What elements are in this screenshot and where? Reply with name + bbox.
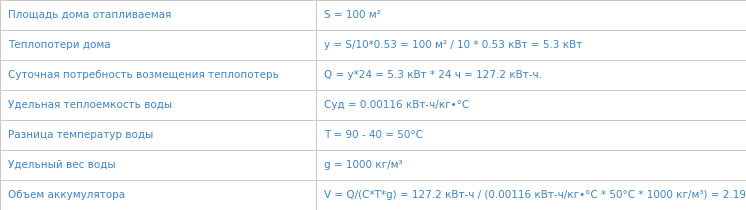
Text: Удельный вес воды: Удельный вес воды [8,160,116,170]
Text: Площадь дома отапливаемая: Площадь дома отапливаемая [8,10,172,20]
Text: T = 90 - 40 = 50°C: T = 90 - 40 = 50°C [324,130,423,140]
Text: S = 100 м²: S = 100 м² [324,10,380,20]
Text: Q = y*24 = 5.3 кВт * 24 ч = 127.2 кВт-ч.: Q = y*24 = 5.3 кВт * 24 ч = 127.2 кВт-ч. [324,70,542,80]
Text: V = Q/(C*T*g) = 127.2 кВт-ч / (0.00116 кВт-ч/кг•°C * 50°C * 1000 кг/м³) = 2.19 м: V = Q/(C*T*g) = 127.2 кВт-ч / (0.00116 к… [324,190,746,200]
Text: Объем аккумулятора: Объем аккумулятора [8,190,125,200]
Text: Суд = 0.00116 кВт-ч/кг•°C: Суд = 0.00116 кВт-ч/кг•°C [324,100,469,110]
Text: Суточная потребность возмещения теплопотерь: Суточная потребность возмещения теплопот… [8,70,279,80]
Text: g = 1000 кг/м³: g = 1000 кг/м³ [324,160,403,170]
Text: y = S/10*0.53 = 100 м² / 10 * 0.53 кВт = 5.3 кВт: y = S/10*0.53 = 100 м² / 10 * 0.53 кВт =… [324,40,582,50]
Text: Удельная теплоемкость воды: Удельная теплоемкость воды [8,100,172,110]
Text: Разница температур воды: Разница температур воды [8,130,153,140]
Text: Теплопотери дома: Теплопотери дома [8,40,110,50]
